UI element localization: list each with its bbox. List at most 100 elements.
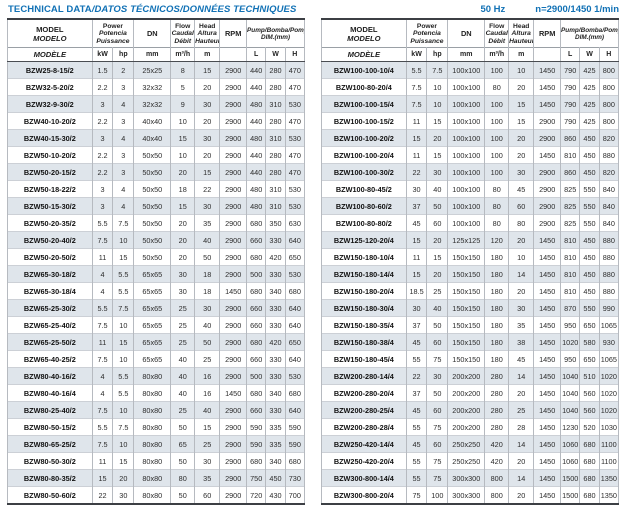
- cell-dim-h: 1350: [598, 486, 620, 504]
- cell-dn: 100x100: [447, 163, 486, 181]
- cell-dim-w: 310: [265, 197, 286, 215]
- cell-rpm: 2900: [219, 214, 248, 232]
- cell-model: BZW100-100-30/2: [321, 163, 407, 181]
- cell-dim-l: 790: [560, 112, 581, 130]
- cell-head: 15: [508, 95, 535, 113]
- cell-dim-w: 425: [579, 112, 600, 130]
- cell-flow: 280: [484, 401, 510, 419]
- cell-flow: 420: [484, 435, 510, 453]
- table-row: BZW65-25-30/2 5.5 7.5 65x65 25 30 2900 660 330 64…: [7, 299, 306, 317]
- cell-power-hp: 75: [426, 469, 449, 487]
- cell-rpm: 1450: [219, 282, 248, 300]
- cell-dim-h: 880: [598, 146, 620, 164]
- cell-power-kw: 4: [91, 282, 114, 300]
- cell-power-hp: 10: [112, 231, 135, 249]
- cell-dn: 65x65: [133, 333, 172, 351]
- cell-flow: 180: [484, 316, 510, 334]
- cell-power-kw: 5.5: [405, 61, 428, 79]
- table-row: BZW40-15-30/2 3 4 40x40 15 30 2900 480 310 530: [7, 129, 306, 147]
- cell-rpm: 1450: [533, 299, 562, 317]
- cell-power-kw: 5.5: [91, 418, 114, 436]
- cell-dn: 65x65: [133, 316, 172, 334]
- cell-power-kw: 1.5: [91, 61, 114, 79]
- cell-dim-l: 825: [560, 197, 581, 215]
- cell-dim-l: 440: [246, 163, 267, 181]
- cell-dim-l: 720: [246, 486, 267, 504]
- cell-power-hp: 15: [112, 333, 135, 351]
- cell-power-hp: 5.5: [112, 367, 135, 385]
- table-row: BZW100-80-20/4 7.5 10 100x100 80 20 1450 790 425…: [321, 78, 620, 96]
- cell-power-hp: 30: [112, 486, 135, 504]
- cell-dim-h: 1100: [598, 435, 620, 453]
- cell-head: 10: [508, 61, 535, 79]
- col-header-flow: Flow Caudal Débit: [170, 19, 196, 48]
- unit-kw: kW: [91, 47, 114, 62]
- cell-dn: 150x150: [447, 248, 486, 266]
- unit-length: L: [246, 47, 267, 62]
- cell-power-kw: 3: [91, 95, 114, 113]
- cell-dim-l: 810: [560, 282, 581, 300]
- cell-rpm: 1450: [533, 435, 562, 453]
- cell-rpm: 2900: [219, 333, 248, 351]
- cell-dn: 300x300: [447, 469, 486, 487]
- cell-dim-l: 680: [246, 214, 267, 232]
- frequency-speed-labels: 50 Hz n=2900/1450 1/min: [480, 4, 619, 15]
- table-row: BZW250-420-14/4 45 60 250x250 420 14 1450 1060 6…: [321, 435, 620, 453]
- cell-power-hp: 30: [426, 367, 449, 385]
- cell-power-kw: 3: [91, 197, 114, 215]
- cell-head: 30: [508, 299, 535, 317]
- cell-dim-l: 480: [246, 197, 267, 215]
- cell-power-hp: 5.5: [112, 384, 135, 402]
- cell-model: BZW300-800-14/4: [321, 469, 407, 487]
- cell-power-kw: 3: [91, 180, 114, 198]
- cell-rpm: 1450: [533, 61, 562, 79]
- cell-dim-h: 880: [598, 248, 620, 266]
- cell-dim-l: 660: [246, 350, 267, 368]
- cell-head: 20: [508, 78, 535, 96]
- table-row: BZW65-30-18/4 4 5.5 65x65 30 18 1450 680 340 680: [7, 282, 306, 300]
- cell-dim-w: 520: [579, 418, 600, 436]
- cell-head: 25: [194, 350, 221, 368]
- table-row: BZW150-180-35/4 37 50 150x150 180 35 1450 950 65…: [321, 316, 620, 334]
- cell-dim-w: 680: [579, 469, 600, 487]
- unit-model: MODÈLE: [7, 47, 93, 62]
- unit-width: W: [579, 47, 600, 62]
- col-header-power: Power Potencia Puissance: [91, 19, 135, 48]
- top-bar: TECHNICAL DATA/DATOS TÉCNICOS/DONNÉES TE…: [0, 0, 627, 18]
- cell-dim-l: 480: [246, 180, 267, 198]
- cell-flow: 20: [170, 214, 196, 232]
- cell-power-hp: 10: [112, 401, 135, 419]
- cell-power-hp: 20: [426, 129, 449, 147]
- cell-model: BZW80-65-25/2: [7, 435, 93, 453]
- cell-rpm: 1450: [533, 384, 562, 402]
- cell-dn: 200x200: [447, 384, 486, 402]
- cell-dim-w: 550: [579, 197, 600, 215]
- cell-model: BZW50-15-30/2: [7, 197, 93, 215]
- cell-dim-w: 280: [265, 61, 286, 79]
- cell-model: BZW100-100-15/4: [321, 95, 407, 113]
- cell-model: BZW150-180-20/4: [321, 282, 407, 300]
- cell-power-kw: 7.5: [91, 350, 114, 368]
- cell-dim-l: 440: [246, 146, 267, 164]
- cell-dim-l: 810: [560, 265, 581, 283]
- cell-dim-w: 340: [265, 384, 286, 402]
- cell-dn: 50x50: [133, 163, 172, 181]
- cell-power-hp: 15: [426, 146, 449, 164]
- unit-height: H: [284, 47, 306, 62]
- cell-dim-w: 280: [265, 78, 286, 96]
- cell-power-hp: 50: [426, 316, 449, 334]
- cell-dim-h: 530: [284, 367, 306, 385]
- table-row: BZW150-180-10/4 11 15 150x150 180 10 1450 810 45…: [321, 248, 620, 266]
- cell-dn: 50x50: [133, 180, 172, 198]
- cell-model: BZW50-20-50/2: [7, 248, 93, 266]
- cell-dn: 80x80: [133, 418, 172, 436]
- cell-flow: 15: [170, 197, 196, 215]
- cell-model: BZW100-100-20/2: [321, 129, 407, 147]
- cell-power-kw: 37: [405, 197, 428, 215]
- cell-dim-l: 660: [246, 401, 267, 419]
- cell-flow: 50: [170, 452, 196, 470]
- cell-rpm: 2900: [219, 435, 248, 453]
- cell-power-hp: 20: [112, 469, 135, 487]
- unit-head: m: [194, 47, 221, 62]
- col-header-model: MODEL MODELO: [7, 19, 93, 48]
